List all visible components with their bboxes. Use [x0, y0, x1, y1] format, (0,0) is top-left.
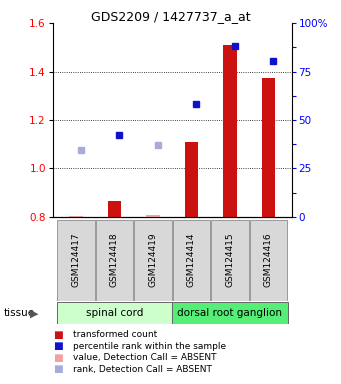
Text: GSM124414: GSM124414	[187, 233, 196, 287]
Bar	[172, 302, 288, 324]
Bar	[57, 220, 95, 301]
Bar	[211, 220, 249, 301]
Text: GSM124419: GSM124419	[148, 233, 158, 288]
Text: rank, Detection Call = ABSENT: rank, Detection Call = ABSENT	[73, 365, 212, 374]
Bar	[250, 220, 287, 301]
Text: ■: ■	[53, 330, 63, 340]
Bar	[173, 220, 210, 301]
Bar	[185, 142, 198, 217]
Text: ■: ■	[53, 353, 63, 363]
Bar	[95, 220, 133, 301]
Text: dorsal root ganglion: dorsal root ganglion	[177, 308, 282, 318]
Bar	[262, 78, 275, 217]
Bar	[223, 45, 237, 217]
Bar	[108, 201, 121, 217]
Bar	[69, 216, 83, 217]
Text: GSM124415: GSM124415	[225, 233, 235, 288]
Text: value, Detection Call = ABSENT: value, Detection Call = ABSENT	[73, 353, 217, 362]
Text: transformed count: transformed count	[73, 330, 158, 339]
Text: percentile rank within the sample: percentile rank within the sample	[73, 342, 226, 351]
Text: tissue: tissue	[3, 308, 34, 318]
Text: ▶: ▶	[30, 308, 38, 318]
Text: GSM124418: GSM124418	[110, 233, 119, 288]
Text: GSM124416: GSM124416	[264, 233, 273, 288]
Text: GDS2209 / 1427737_a_at: GDS2209 / 1427737_a_at	[91, 10, 250, 23]
Bar	[134, 220, 172, 301]
Text: ■: ■	[53, 364, 63, 374]
Text: spinal cord: spinal cord	[86, 308, 143, 318]
Text: GSM124417: GSM124417	[72, 233, 80, 288]
Bar	[57, 302, 172, 324]
Text: ■: ■	[53, 341, 63, 351]
Bar	[146, 215, 160, 217]
